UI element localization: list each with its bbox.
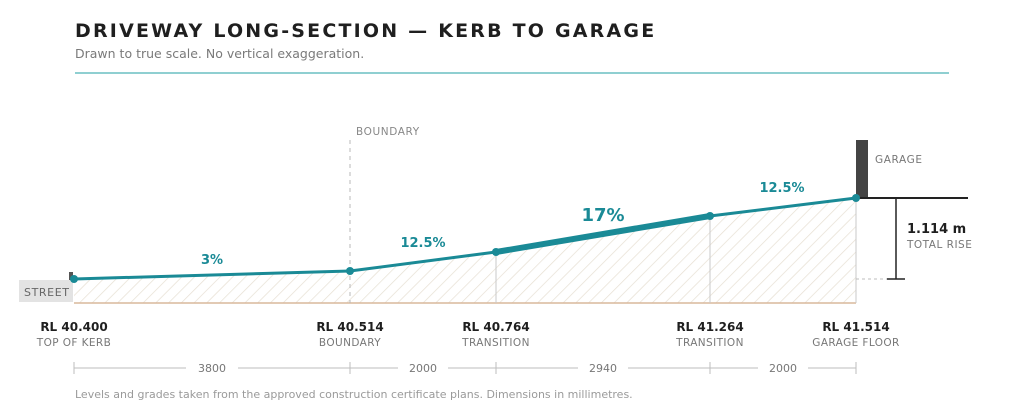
grade-label: 3% <box>201 253 223 268</box>
kerb-top <box>69 272 73 280</box>
level-rl: RL 41.264 <box>676 320 743 334</box>
dimension-value: 2000 <box>409 362 437 375</box>
dimension-value: 3800 <box>198 362 226 375</box>
grade-label: 12.5% <box>759 181 804 196</box>
title-divider <box>75 72 949 74</box>
grade-label: 12.5% <box>400 236 445 251</box>
profile-segment-transition-garage <box>709 196 857 218</box>
level-rl: RL 40.400 <box>40 320 107 334</box>
level-rl: RL 40.514 <box>316 320 383 334</box>
total-rise-label: TOTAL RISE <box>906 239 972 251</box>
grade-label-emphasis: 17% <box>581 205 624 226</box>
driveway-hatch-fill <box>74 198 856 303</box>
garage-wall <box>856 140 868 198</box>
level-point <box>70 275 78 283</box>
profile-segment-steep <box>495 213 711 255</box>
dimension-value: 2000 <box>769 362 797 375</box>
boundary-label: BOUNDARY <box>356 126 420 138</box>
street-block <box>19 280 73 302</box>
street-label: STREET <box>24 286 70 299</box>
level-name: GARAGE FLOOR <box>812 337 899 349</box>
level-point <box>706 212 714 220</box>
level-point <box>852 194 860 202</box>
level-point <box>492 248 500 256</box>
total-rise-value: 1.114 m <box>907 222 966 237</box>
page-title: DRIVEWAY LONG-SECTION — KERB TO GARAGE <box>75 20 657 42</box>
footnote: Levels and grades taken from the approve… <box>75 388 633 401</box>
level-point <box>346 267 354 275</box>
page-subtitle: Drawn to true scale. No vertical exagger… <box>75 46 365 61</box>
level-name: BOUNDARY <box>319 337 381 349</box>
level-rl: RL 41.514 <box>822 320 889 334</box>
dimension-value: 2940 <box>589 362 617 375</box>
profile-segment-kerb-boundary <box>73 269 351 281</box>
level-rl: RL 40.764 <box>462 320 529 334</box>
profile-segment-boundary-transition <box>349 250 497 273</box>
dimension-chain <box>73 362 857 374</box>
level-name: TRANSITION <box>461 337 530 349</box>
garage-label: GARAGE <box>875 154 923 166</box>
level-name: TRANSITION <box>675 337 744 349</box>
level-name: TOP OF KERB <box>36 337 111 349</box>
